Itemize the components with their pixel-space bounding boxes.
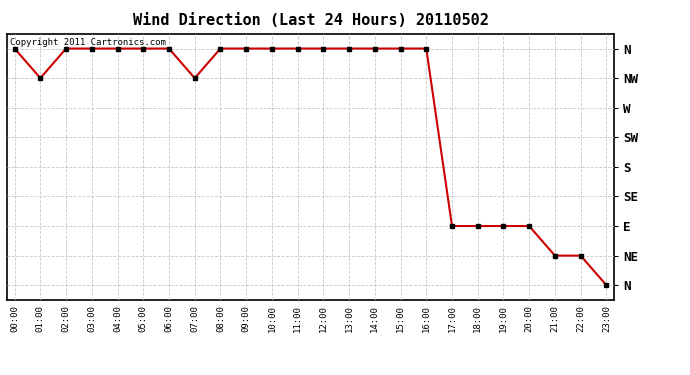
Text: Copyright 2011 Cartronics.com: Copyright 2011 Cartronics.com: [10, 38, 166, 47]
Title: Wind Direction (Last 24 Hours) 20110502: Wind Direction (Last 24 Hours) 20110502: [132, 13, 489, 28]
